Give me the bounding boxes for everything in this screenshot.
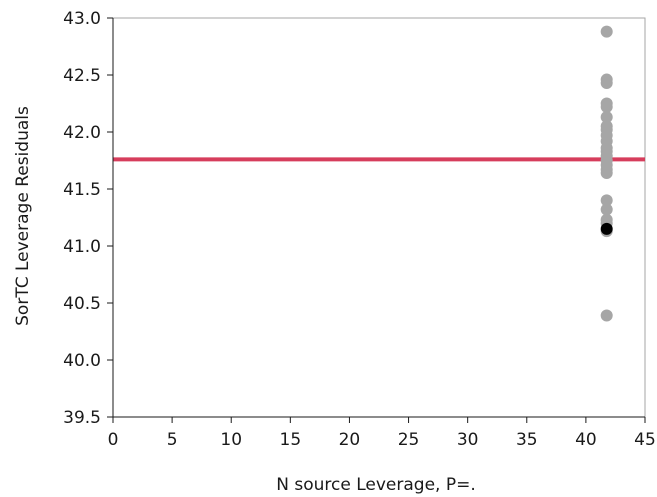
data-point bbox=[600, 203, 613, 216]
data-point bbox=[600, 309, 613, 322]
x-axis-title: N source Leverage, P=. bbox=[276, 475, 476, 495]
x-tick-label: 15 bbox=[280, 430, 302, 450]
x-tick-label: 45 bbox=[634, 430, 656, 450]
data-point bbox=[600, 194, 613, 207]
x-tick-label: 5 bbox=[167, 430, 178, 450]
y-tick-label: 40.5 bbox=[63, 294, 101, 314]
y-tick-label: 42.0 bbox=[63, 123, 101, 143]
points-layer bbox=[600, 25, 613, 322]
x-axis: 0 5 10 15 20 25 30 35 40 45 bbox=[108, 416, 656, 450]
y-tick-label: 43.0 bbox=[63, 9, 101, 29]
x-tick-label: 10 bbox=[220, 430, 242, 450]
x-tick-label: 40 bbox=[575, 430, 597, 450]
data-point bbox=[600, 167, 613, 180]
y-axis-title: SorTC Leverage Residuals bbox=[13, 106, 33, 326]
plot-area-border bbox=[112, 17, 646, 418]
x-tick-label: 35 bbox=[516, 430, 538, 450]
data-point bbox=[600, 25, 613, 38]
data-point bbox=[600, 111, 613, 124]
y-tick-label: 41.5 bbox=[63, 180, 101, 200]
x-tick-label: 25 bbox=[398, 430, 420, 450]
y-axis: 39.5 40.0 40.5 41.0 41.5 42.0 42.5 43.0 bbox=[63, 9, 114, 428]
plot-frame bbox=[112, 17, 646, 418]
data-point bbox=[600, 100, 613, 113]
y-tick-label: 41.0 bbox=[63, 237, 101, 257]
data-point bbox=[600, 76, 613, 89]
x-tick-label: 0 bbox=[108, 430, 119, 450]
x-tick-label: 30 bbox=[457, 430, 479, 450]
x-tick-label: 20 bbox=[339, 430, 361, 450]
y-tick-label: 40.0 bbox=[63, 351, 101, 371]
highlighted-data-point bbox=[600, 222, 613, 235]
y-tick-label: 39.5 bbox=[63, 408, 101, 428]
y-tick-label: 42.5 bbox=[63, 66, 101, 86]
